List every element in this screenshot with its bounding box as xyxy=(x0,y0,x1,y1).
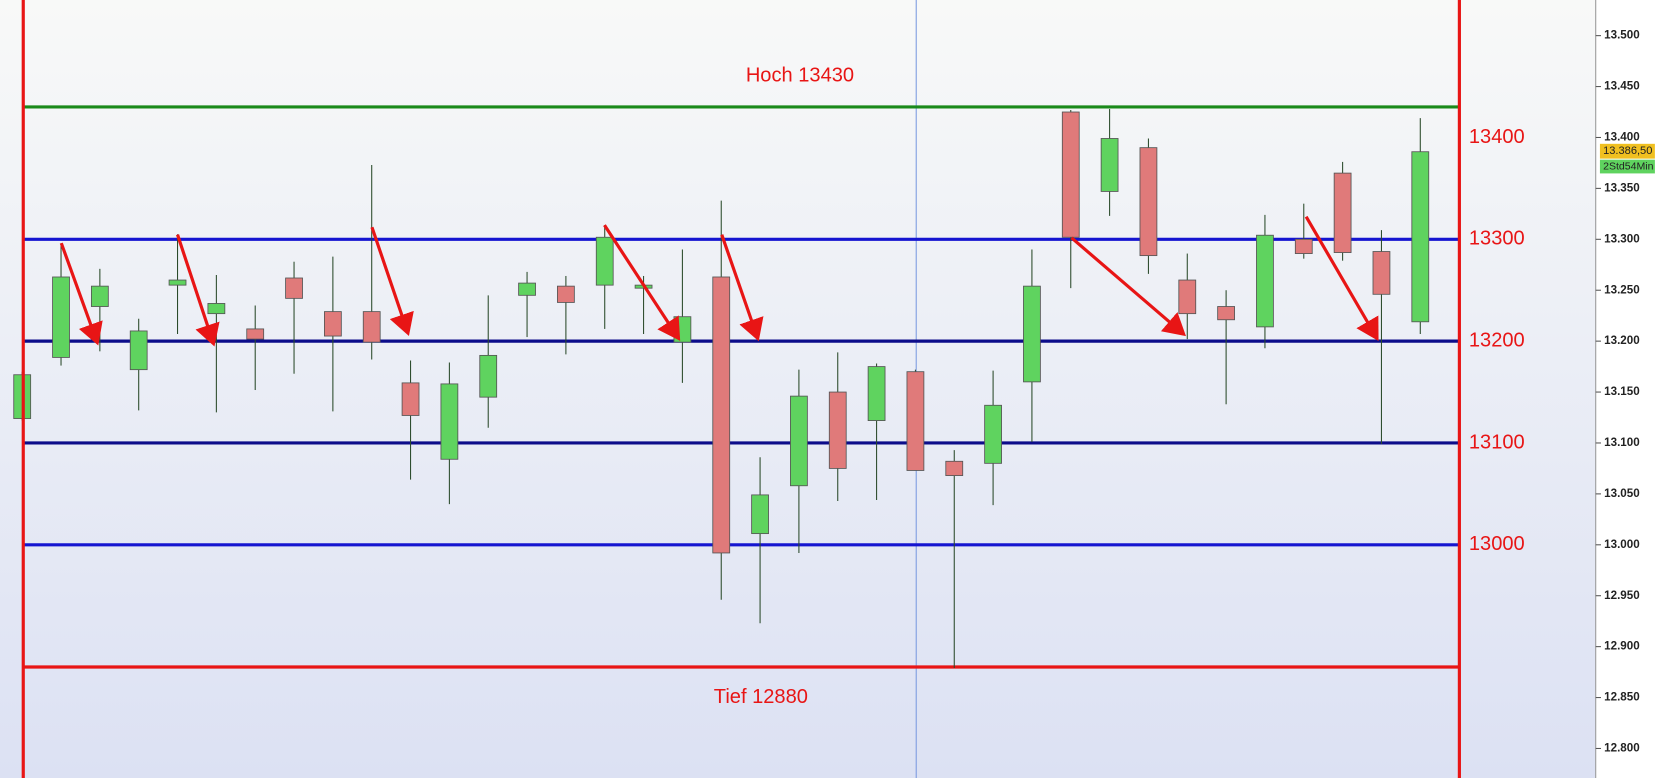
candle-body xyxy=(1217,306,1235,321)
candle-body xyxy=(90,285,109,307)
candle-body xyxy=(595,236,614,286)
arrow xyxy=(1070,236,1186,337)
candle-body xyxy=(984,404,1002,464)
candle-body xyxy=(1372,251,1391,295)
series-layer xyxy=(13,105,1460,669)
candle-body xyxy=(867,366,886,421)
y-tick-label: 13.350 xyxy=(1604,181,1640,194)
arrow xyxy=(370,226,414,336)
candle-body xyxy=(1256,234,1274,328)
candle-body xyxy=(401,382,420,416)
candle-body xyxy=(285,277,303,299)
candle-body xyxy=(324,311,342,337)
level-label: 13000 xyxy=(1469,533,1525,555)
candle-body xyxy=(1411,151,1430,323)
arrow xyxy=(720,234,764,342)
level-label: 13300 xyxy=(1469,228,1525,250)
y-tick-label: 13.250 xyxy=(1604,283,1640,296)
candle-body xyxy=(1294,238,1313,254)
y-tick-label: 12.900 xyxy=(1604,640,1640,653)
candle-body xyxy=(1139,147,1158,257)
level-label: 13200 xyxy=(1469,329,1525,351)
candle-body xyxy=(207,303,226,315)
y-tick-label: 13.200 xyxy=(1604,334,1640,347)
y-tick-label: 12.850 xyxy=(1604,691,1640,704)
annotation: Hoch 13430 xyxy=(746,65,854,87)
y-tick-label: 12.950 xyxy=(1604,589,1640,602)
timer-box xyxy=(1599,159,1655,174)
candle-body xyxy=(52,276,70,358)
candle-body xyxy=(790,395,808,487)
y-tick-label: 13.450 xyxy=(1604,80,1640,93)
y-tick-label: 13.500 xyxy=(1604,29,1640,42)
y-tick-label: 13.400 xyxy=(1604,131,1640,144)
axis-background xyxy=(1595,0,1657,778)
timer-label: 2Std54Min xyxy=(1603,160,1654,172)
candle-body xyxy=(246,328,265,340)
y-tick-label: 12.800 xyxy=(1604,742,1640,755)
candle-body xyxy=(751,494,769,535)
candle-body xyxy=(673,316,692,343)
candle-body xyxy=(1333,172,1352,253)
level-label: 13400 xyxy=(1469,126,1525,148)
annotation: Tief 12880 xyxy=(714,686,808,708)
y-tick-label: 13.050 xyxy=(1604,487,1640,500)
y-tick-label: 13.150 xyxy=(1604,385,1640,398)
candle-body xyxy=(362,311,381,343)
candle-body xyxy=(1178,279,1197,315)
candle-body xyxy=(906,371,925,471)
price-label: 13.386,50 xyxy=(1603,145,1652,157)
arrow xyxy=(59,242,103,346)
candle-body xyxy=(479,354,498,398)
plot-background xyxy=(0,0,1596,778)
candle-body xyxy=(1061,111,1080,238)
arrows xyxy=(59,215,1379,347)
price-box xyxy=(1599,143,1655,159)
candle-body xyxy=(440,383,459,460)
candle-body xyxy=(129,330,148,371)
candle-body xyxy=(945,460,964,476)
candle-body xyxy=(1023,285,1041,383)
candle-body xyxy=(1100,138,1119,192)
y-tick-label: 13.300 xyxy=(1604,232,1640,245)
candle-body xyxy=(557,285,575,303)
level-label: 13100 xyxy=(1469,431,1525,453)
arrow xyxy=(603,224,681,341)
y-tick-label: 13.000 xyxy=(1604,538,1640,551)
y-tick-label: 13.100 xyxy=(1604,436,1640,449)
candle-body xyxy=(712,276,731,554)
candle-body xyxy=(518,282,536,296)
candle-body xyxy=(168,279,187,286)
arrow xyxy=(176,234,220,347)
arrow xyxy=(1304,215,1379,342)
candle-body xyxy=(828,391,847,469)
